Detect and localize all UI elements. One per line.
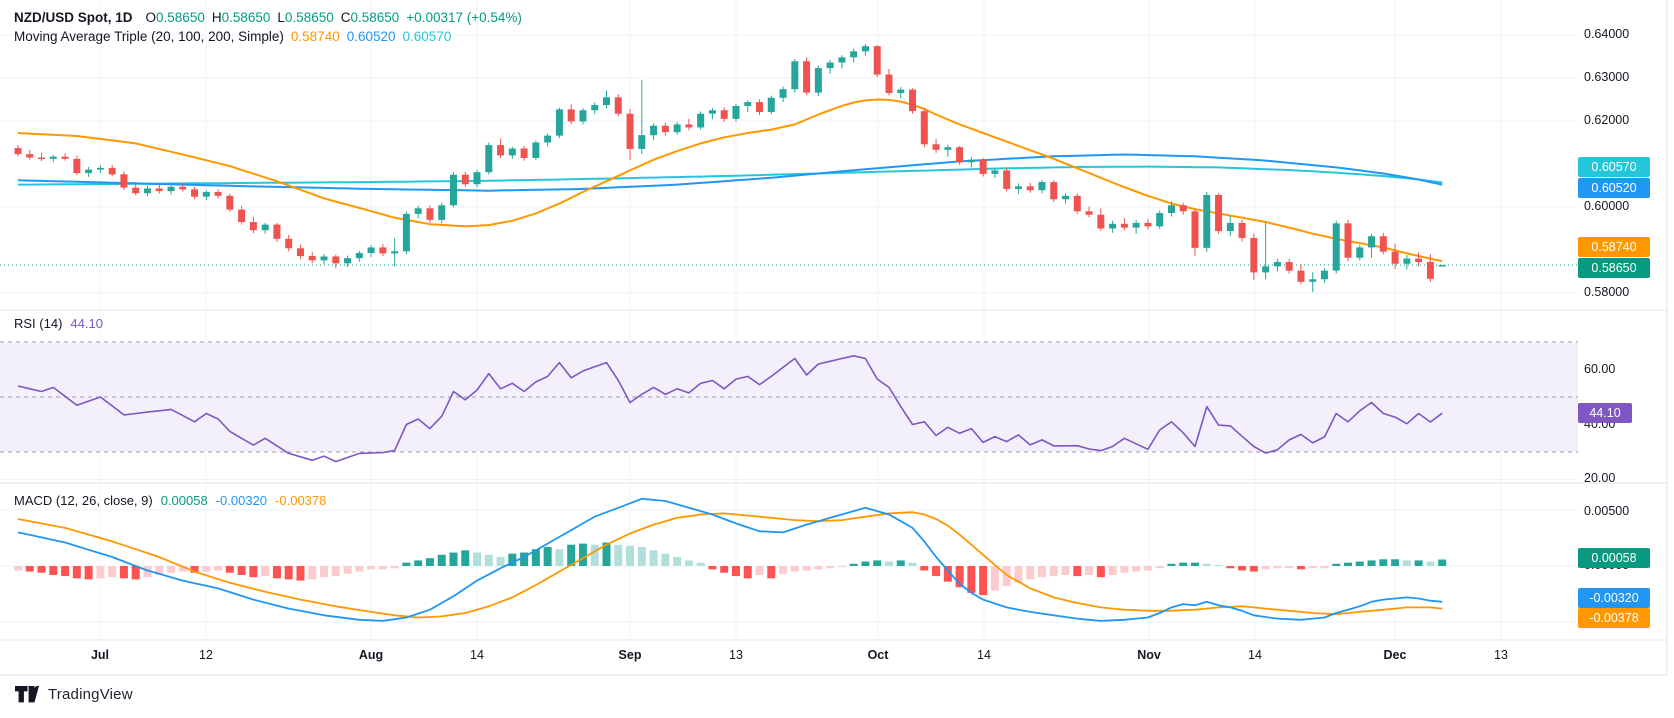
ma20-value: 0.58740 — [290, 29, 340, 44]
rsi-legend: RSI (14) 44.10 — [14, 316, 103, 331]
axis-label: 0.63000 — [1584, 70, 1630, 84]
time-tick-13: 13 — [729, 648, 743, 662]
ma200-value: 0.60570 — [402, 29, 452, 44]
axis-label: 0.58000 — [1584, 285, 1630, 299]
price-badge-ma20: 0.58740 — [1578, 237, 1650, 257]
ma-row: Moving Average Triple (20, 100, 200, Sim… — [14, 27, 522, 46]
low-label: L — [277, 10, 285, 25]
ma100-value: 0.60520 — [346, 29, 396, 44]
time-tick-sep: Sep — [618, 648, 642, 662]
time-tick-aug: Aug — [358, 648, 384, 662]
time-tick-12: 12 — [199, 648, 213, 662]
high-label: H — [211, 10, 222, 25]
ma-title: Moving Average Triple (20, 100, 200, Sim… — [14, 29, 284, 44]
price-badge-macd-hist: 0.00058 — [1578, 548, 1650, 568]
macd-signal-value: -0.00378 — [275, 493, 327, 508]
open-value: 0.58650 — [156, 10, 205, 25]
time-tick-dec: Dec — [1383, 648, 1407, 662]
close-label: C — [340, 10, 351, 25]
macd-legend: MACD (12, 26, close, 9) 0.00058 -0.00320 -0… — [14, 493, 326, 508]
price-badge-macd-line: -0.00320 — [1578, 588, 1650, 608]
time-tick-nov: Nov — [1137, 648, 1161, 662]
price-badge-ma100: 0.60520 — [1578, 178, 1650, 198]
price-badge-macd-signal: -0.00378 — [1578, 608, 1650, 628]
axis-label: 20.00 — [1584, 471, 1616, 485]
tradingview-logo[interactable]: TradingView — [15, 685, 133, 704]
axis-label: 0.62000 — [1584, 113, 1630, 127]
time-tick-14: 14 — [470, 648, 484, 662]
low-value: 0.58650 — [284, 10, 334, 25]
open-label: O — [145, 10, 157, 25]
tradingview-logo-icon — [15, 685, 39, 703]
rsi-title: RSI (14) — [14, 316, 63, 331]
macd-hist-value: 0.00058 — [160, 493, 208, 508]
symbol-row: NZD/USD Spot, 1D O0.58650 H0.58650 L0.58650… — [14, 8, 522, 27]
time-tick-14: 14 — [1248, 648, 1262, 662]
close-value: 0.58650 — [350, 10, 400, 25]
symbol-title: NZD/USD Spot, 1D — [14, 10, 133, 25]
main-legend: NZD/USD Spot, 1D O0.58650 H0.58650 L0.58650… — [14, 8, 522, 46]
price-badge-rsi: 44.10 — [1578, 403, 1632, 423]
price-badge-ma200: 0.60570 — [1578, 157, 1650, 177]
axis-label: 0.60000 — [1584, 199, 1630, 213]
time-tick-13: 13 — [1494, 648, 1508, 662]
change-value: +0.00317 (+0.54%) — [406, 10, 522, 25]
axis-label: 0.00500 — [1584, 504, 1630, 518]
axis-label: 0.64000 — [1584, 27, 1630, 41]
time-tick-jul: Jul — [90, 648, 110, 662]
macd-line-value: -0.00320 — [215, 493, 268, 508]
axis-label: 60.00 — [1584, 362, 1616, 376]
price-badge-last-price: 0.58650 — [1578, 258, 1650, 278]
rsi-value: 44.10 — [70, 316, 103, 331]
macd-title: MACD (12, 26, close, 9) — [14, 493, 153, 508]
time-tick-oct: Oct — [867, 648, 889, 662]
time-tick-14: 14 — [977, 648, 991, 662]
tradingview-logo-text: TradingView — [48, 686, 133, 703]
high-value: 0.58650 — [221, 10, 271, 25]
